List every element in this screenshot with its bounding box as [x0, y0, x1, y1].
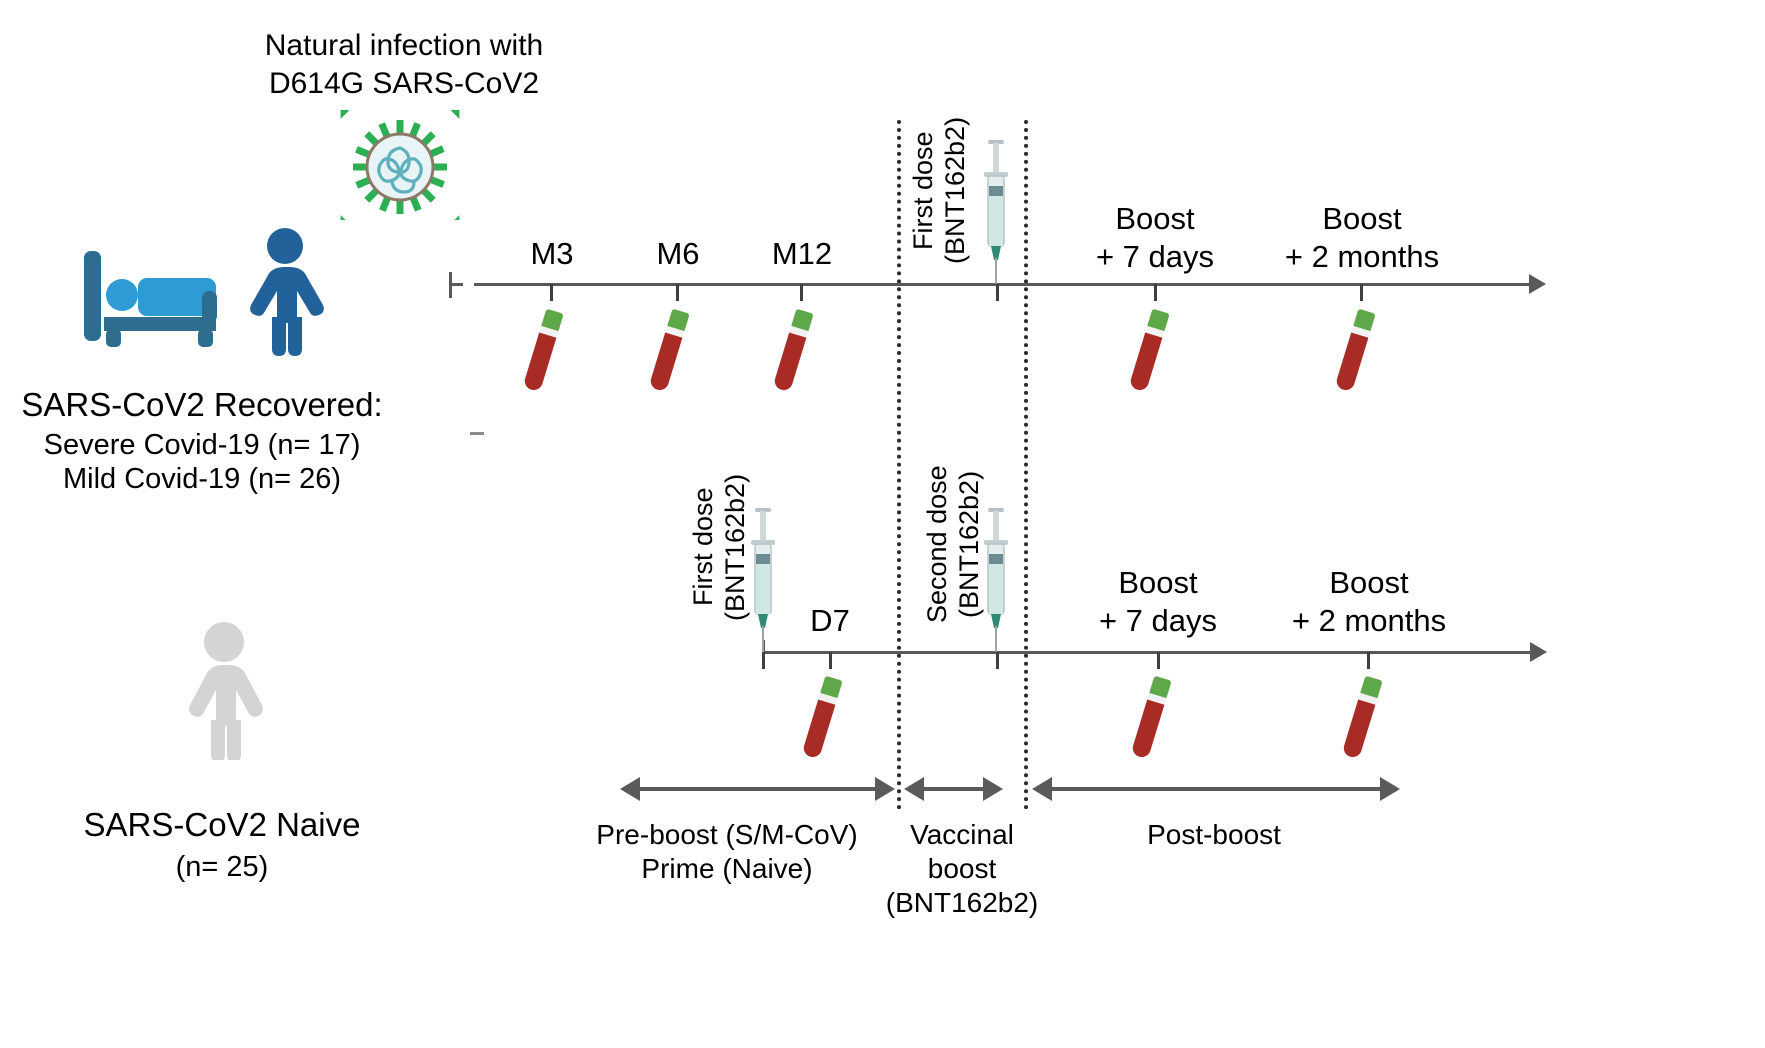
recovered-tick-m3	[550, 284, 553, 301]
recovered-tick-dose	[996, 284, 999, 301]
recovered-axis	[474, 283, 1529, 286]
naive-tick-firstdose	[762, 652, 765, 669]
naive-axis	[762, 651, 1530, 654]
blood-tube-icon	[803, 676, 842, 758]
phase-preboost-arrow-left	[620, 777, 640, 801]
naive-second-dose-label: Second dose (BNT162b2)	[922, 465, 984, 624]
recovered-first-dose-label: First dose (BNT162b2)	[908, 116, 970, 265]
phase-preboost-line1: Pre-boost (S/M-CoV)	[596, 819, 858, 850]
blood-tube-icon	[1343, 676, 1382, 758]
blood-tube-icon	[774, 309, 813, 391]
phase-vaccinalboost-arrow-left	[904, 777, 924, 801]
phase-postboost-arrow-left	[1032, 777, 1052, 801]
naive-label-boost-2months: Boost + 2 months	[1291, 565, 1447, 638]
phase-vaccinalboost-line2: boost	[927, 853, 997, 884]
phase-vaccinalboost-arrow-right	[983, 777, 1003, 801]
divider-first-dose	[897, 120, 901, 810]
blood-tube-icon	[1132, 676, 1171, 758]
phase-vaccinalboost-line3: (BNT162b2)	[885, 887, 1039, 918]
recovered-tick-m6	[676, 284, 679, 301]
naive-tick-boost2m	[1367, 652, 1370, 669]
cohort-naive-count: (n= 25)	[175, 851, 269, 883]
naive-label-boost-7days: Boost + 7 days	[1098, 565, 1218, 638]
blood-tube-icon	[524, 309, 563, 391]
hospital-bed-icon	[84, 251, 217, 347]
infection-header-line2: D614G SARS-CoV2	[268, 67, 540, 100]
recovered-label-boost-7days: Boost + 7 days	[1095, 201, 1215, 274]
recovered-axis-arrowhead	[1529, 274, 1546, 294]
cohort-recovered-title: SARS-CoV2 Recovered:	[21, 386, 383, 423]
cohort-recovered-mild: Mild Covid-19 (n= 26)	[62, 463, 342, 495]
blood-tube-icon	[1130, 309, 1169, 391]
recovered-label-m12: M12	[771, 236, 833, 271]
syringe-icon	[984, 508, 1008, 652]
coronavirus-icon	[340, 110, 460, 220]
divider-second-dose	[1024, 120, 1028, 810]
phase-postboost-line	[1051, 787, 1381, 791]
naive-first-dose-label: First dose (BNT162b2)	[688, 473, 750, 621]
phase-preboost-line2: Prime (Naive)	[641, 853, 813, 884]
phase-preboost-line	[639, 787, 876, 791]
naive-axis-arrowhead	[1530, 642, 1547, 662]
phase-vaccinalboost-line1: Vaccinal	[910, 819, 1014, 850]
person-icon	[189, 622, 263, 760]
person-icon	[250, 228, 324, 356]
syringe-icon	[751, 508, 775, 652]
naive-tick-seconddose	[996, 652, 999, 669]
cohort-recovered-severe: Severe Covid-19 (n= 17)	[43, 429, 361, 461]
phase-vaccinalboost-line	[923, 787, 984, 791]
naive-tick-boost7d	[1157, 652, 1160, 669]
phase-postboost-label: Post-boost	[1147, 819, 1281, 850]
recovered-label-m3: M3	[530, 236, 574, 271]
recovered-tick-m12	[800, 284, 803, 301]
recovered-tick-boost2m	[1360, 284, 1363, 301]
recovered-axis-start-stub	[449, 283, 463, 286]
phase-preboost-arrow-right	[875, 777, 895, 801]
recovered-label-boost-2months: Boost + 2 months	[1284, 201, 1440, 274]
naive-tick-d7	[829, 652, 832, 669]
blood-tube-icon	[1336, 309, 1375, 391]
syringe-icon	[984, 140, 1008, 284]
recovered-label-m6: M6	[656, 236, 700, 271]
phase-postboost-arrow-right	[1380, 777, 1400, 801]
infection-header-line1: Natural infection with	[264, 29, 544, 62]
recovered-tick-boost7d	[1154, 284, 1157, 301]
naive-axis-marker-stub	[470, 432, 484, 435]
blood-tube-icon	[650, 309, 689, 391]
cohort-naive-title: SARS-CoV2 Naive	[83, 806, 361, 843]
naive-label-d7: D7	[810, 603, 850, 638]
